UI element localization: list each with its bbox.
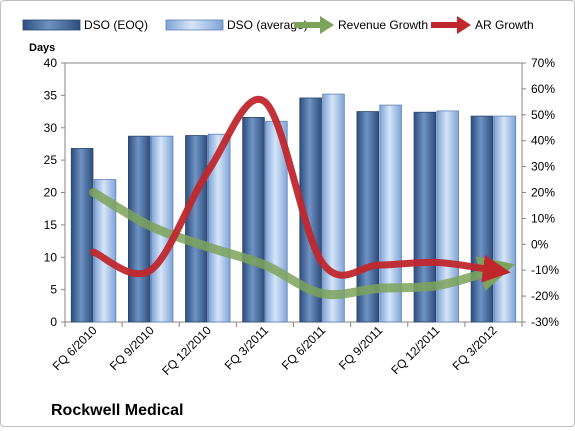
x-tick-label: FQ 6/2010 bbox=[50, 323, 100, 373]
y-axis-right: -30% -20% -10% 0% 10% 20% 30% 40% 50% 60% 70% bbox=[522, 56, 559, 329]
company-label: Rockwell Medical bbox=[51, 402, 184, 419]
y2-tick-label: 30% bbox=[531, 160, 555, 174]
x-tick-label: FQ 9/2010 bbox=[107, 323, 157, 373]
y-tick-label: 40 bbox=[44, 56, 58, 70]
x-axis: FQ 6/2010 FQ 9/2010 FQ 12/2010 FQ 3/2011 FQ … bbox=[50, 322, 523, 378]
y-tick-label: 0 bbox=[50, 315, 57, 329]
bar-dso-eoq bbox=[242, 116, 265, 323]
bar-dso-eoq bbox=[470, 115, 494, 323]
x-tick-label: FQ 9/2011 bbox=[336, 323, 386, 373]
y2-tick-label: 40% bbox=[531, 134, 555, 148]
bar-dso-average bbox=[207, 133, 231, 323]
legend-label: DSO (average) bbox=[227, 18, 308, 32]
y2-tick-label: 60% bbox=[531, 82, 555, 96]
x-tick-label: FQ 3/2011 bbox=[222, 323, 272, 373]
x-tick-label: FQ 3/2012 bbox=[450, 323, 500, 373]
y-tick-label: 20 bbox=[44, 186, 58, 200]
y-tick-label: 30 bbox=[44, 121, 58, 135]
x-tick-label: FQ 6/2011 bbox=[279, 323, 329, 373]
legend: DSO (EOQ) DSO (average) Revenue Growth AR G… bbox=[22, 16, 534, 34]
y2-tick-label: 10% bbox=[531, 211, 555, 225]
y-tick-label: 10 bbox=[44, 250, 58, 264]
line-revenue-growth bbox=[89, 188, 516, 300]
legend-arrow-icon bbox=[457, 16, 471, 34]
legend-label: Revenue Growth bbox=[338, 18, 428, 32]
y2-tick-label: 20% bbox=[531, 186, 555, 200]
y-tick-label: 35 bbox=[44, 88, 58, 102]
line-ar-growth bbox=[90, 95, 511, 283]
x-tick-label: FQ 12/2011 bbox=[388, 323, 442, 377]
bar-dso-average bbox=[436, 110, 459, 323]
bar-dso-eoq bbox=[413, 111, 437, 323]
line-series-group bbox=[89, 95, 516, 300]
bar-dso-eoq bbox=[185, 135, 208, 323]
legend-swatch bbox=[165, 19, 224, 31]
legend-arrow-icon bbox=[320, 16, 334, 34]
bar-dso-average bbox=[493, 115, 517, 323]
legend-label: AR Growth bbox=[475, 18, 534, 32]
y2-tick-label: -20% bbox=[531, 289, 559, 303]
bar-dso-average bbox=[322, 93, 345, 323]
y-axis-title: Days bbox=[29, 42, 55, 54]
y2-tick-label: -10% bbox=[531, 263, 559, 277]
y2-tick-label: -30% bbox=[531, 315, 559, 329]
y-axis-left: 0 5 10 15 20 25 30 35 40 bbox=[44, 56, 65, 329]
y2-tick-label: 50% bbox=[531, 108, 555, 122]
x-tick-label: FQ 12/2010 bbox=[159, 323, 214, 378]
y2-tick-label: 0% bbox=[531, 237, 549, 251]
y-tick-label: 25 bbox=[44, 153, 58, 167]
y-tick-label: 15 bbox=[44, 218, 58, 232]
bar-dso-eoq bbox=[70, 148, 94, 323]
y-tick-label: 5 bbox=[50, 283, 57, 297]
legend-swatch bbox=[22, 19, 81, 31]
y2-tick-label: 70% bbox=[531, 56, 555, 70]
legend-label: DSO (EOQ) bbox=[84, 18, 148, 32]
